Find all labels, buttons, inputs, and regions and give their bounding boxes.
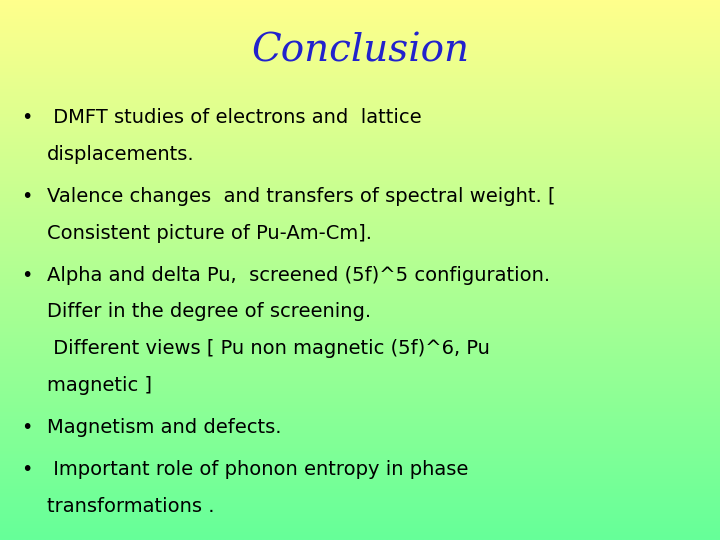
Text: •: • xyxy=(22,187,33,206)
Text: Magnetism and defects.: Magnetism and defects. xyxy=(47,418,282,437)
Text: magnetic ]: magnetic ] xyxy=(47,376,152,395)
Text: •: • xyxy=(22,266,33,285)
Text: transformations .: transformations . xyxy=(47,497,215,516)
Text: Different views [ Pu non magnetic (5f)^6, Pu: Different views [ Pu non magnetic (5f)^6… xyxy=(47,339,490,358)
Text: Consistent picture of Pu-Am-Cm].: Consistent picture of Pu-Am-Cm]. xyxy=(47,224,372,242)
Text: •: • xyxy=(22,418,33,437)
Text: Valence changes  and transfers of spectral weight. [: Valence changes and transfers of spectra… xyxy=(47,187,555,206)
Text: Conclusion: Conclusion xyxy=(251,32,469,70)
Text: Alpha and delta Pu,  screened (5f)^5 configuration.: Alpha and delta Pu, screened (5f)^5 conf… xyxy=(47,266,550,285)
Text: •: • xyxy=(22,460,33,479)
Text: displacements.: displacements. xyxy=(47,145,194,164)
Text: DMFT studies of electrons and  lattice: DMFT studies of electrons and lattice xyxy=(47,108,421,127)
Text: Important role of phonon entropy in phase: Important role of phonon entropy in phas… xyxy=(47,460,468,479)
Text: •: • xyxy=(22,108,33,127)
Text: Differ in the degree of screening.: Differ in the degree of screening. xyxy=(47,302,371,321)
